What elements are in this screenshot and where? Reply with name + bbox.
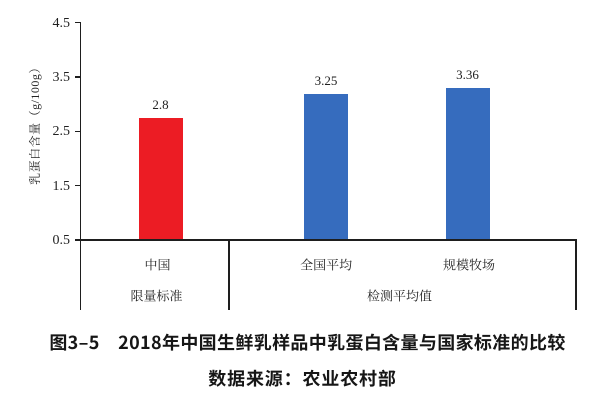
category-label: 规模牧场 [442,254,496,273]
y-tick-label: 3.5 [52,65,71,86]
group-label: 检测平均值 [366,285,433,304]
bar-1 [304,93,348,239]
box-divider-line [228,240,230,310]
figure-caption: 图3–5 2018年中国生鲜乳样品中乳蛋白含量与国家标准的比较 [49,329,566,355]
y-tick-label: 1.5 [52,174,71,195]
bar-value-label: 3.25 [314,69,338,89]
y-axis-tick [74,21,80,24]
category-label: 中国 [144,254,171,273]
y-axis-line [79,21,82,240]
y-axis-tick [74,130,80,132]
y-axis-tick [74,76,80,78]
box-right-line [575,240,577,310]
bar-2 [445,87,490,239]
y-tick-label: 2.5 [52,120,71,141]
bar-0 [138,118,183,239]
category-label: 全国平均 [300,254,353,273]
x-axis-line [79,239,577,241]
y-tick-label: 4.5 [52,11,71,32]
y-axis-title: 乳蛋白含量（g/100g） [26,61,43,185]
bar-value-label: 3.36 [456,63,479,83]
y-tick-label: 0.5 [52,229,71,249]
group-label: 限量标准 [130,285,183,304]
box-left-line [79,240,82,310]
bar-value-label: 2.8 [152,94,169,114]
data-source-note: 数据来源：农业农村部 [208,365,397,391]
y-axis-tick [74,184,80,187]
y-axis-tick [74,239,80,241]
